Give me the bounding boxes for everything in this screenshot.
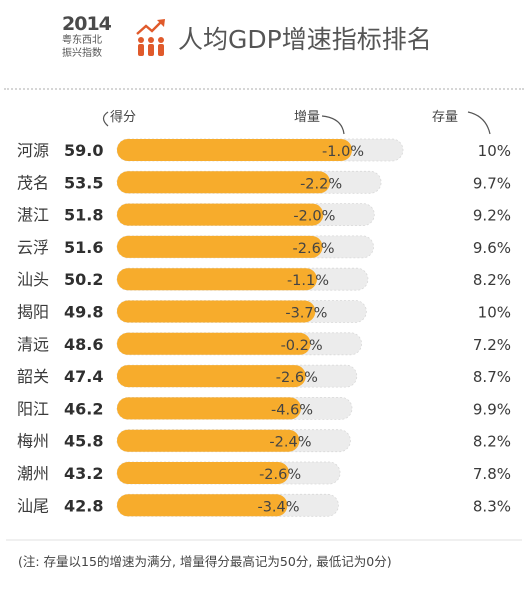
row-city-label: 揭阳 [17, 303, 49, 322]
row-score-bar [117, 365, 306, 388]
page-title: 人均GDP增速指标排名 [178, 25, 432, 54]
index-logo: 2014 粤东西北 振兴指数 [62, 14, 114, 64]
row-city-label: 茂名 [17, 173, 49, 192]
column-header-increment: 增量 [294, 110, 320, 125]
row-city-label: 汕尾 [17, 496, 49, 515]
row-score-bar [117, 397, 302, 420]
row-city-label: 清远 [17, 335, 49, 354]
score-bracket [102, 111, 109, 127]
row-city-label: 湛江 [17, 206, 49, 225]
row-score-label: 45.8 [64, 432, 103, 451]
row-score-label: 59.0 [64, 141, 103, 160]
row-score-label: 51.8 [64, 206, 103, 225]
row-stock-label: 9.6% [473, 239, 511, 257]
increment-bracket [321, 115, 345, 135]
row-increment-label: -0.2% [281, 338, 323, 354]
row-city-label: 梅州 [17, 432, 49, 451]
row-city-label: 云浮 [17, 238, 49, 257]
column-header-score: 得分 [110, 109, 136, 125]
row-stock-label: 8.2% [473, 433, 511, 451]
row-score-bar [117, 235, 323, 258]
row-score-bar [117, 268, 317, 291]
row-score-bar [117, 494, 288, 517]
logo-year: 2014 [62, 13, 112, 35]
row-score-label: 43.2 [64, 464, 103, 483]
row-increment-label: -2.0% [293, 209, 335, 225]
header-divider [4, 88, 524, 90]
row-city-label: 潮州 [17, 464, 49, 483]
row-increment-label: -2.6% [259, 467, 301, 483]
row-score-bar [117, 300, 316, 323]
row-increment-label: -4.6% [271, 402, 313, 418]
row-stock-label: 7.2% [473, 336, 511, 354]
row-score-bar [117, 332, 311, 355]
row-score-bar [117, 203, 324, 226]
logo-line-2: 振兴指数 [62, 48, 102, 59]
row-increment-label: -1.1% [287, 273, 329, 289]
row-city-label: 汕头 [17, 270, 49, 289]
row-stock-label: 8.3% [473, 497, 511, 515]
row-city-label: 韶关 [17, 367, 49, 386]
row-score-label: 46.2 [64, 399, 103, 418]
row-increment-label: -2.6% [276, 370, 318, 386]
stock-bracket [467, 111, 491, 135]
growth-people-icon [136, 19, 165, 56]
row-score-label: 42.8 [64, 496, 103, 515]
row-stock-label: 8.7% [473, 368, 511, 386]
row-stock-label: 9.9% [473, 400, 511, 418]
row-stock-label: 9.2% [473, 207, 511, 225]
row-increment-label: -2.4% [269, 435, 311, 451]
row-stock-label: 9.7% [473, 174, 511, 192]
row-increment-label: -2.6% [293, 241, 335, 257]
row-score-label: 50.2 [64, 270, 103, 289]
row-stock-label: 8.2% [473, 271, 511, 289]
row-score-label: 47.4 [64, 367, 103, 386]
row-score-bar [117, 139, 352, 161]
header: 2014 粤东西北 振兴指数 人均GDP增速指标排名 [0, 0, 528, 80]
row-city-label: 阳江 [17, 399, 49, 418]
row-score-bar [117, 171, 331, 194]
row-score-label: 51.6 [64, 238, 103, 257]
row-increment-label: -3.7% [285, 306, 327, 322]
row-score-bar [117, 429, 300, 452]
row-increment-label: -2.2% [300, 176, 342, 192]
logo-line-1: 粤东西北 [62, 35, 102, 46]
row-score-label: 48.6 [64, 335, 103, 354]
row-increment-label: -3.4% [257, 499, 299, 515]
row-stock-label: 7.8% [473, 465, 511, 483]
column-header-stock: 存量 [432, 110, 458, 125]
row-stock-label: 10% [478, 304, 511, 322]
footnote: (注: 存量以15的增速为满分, 增量得分最高记为50分, 最低记为0分) [18, 554, 392, 569]
row-stock-label: 10% [478, 142, 511, 160]
row-score-label: 53.5 [64, 173, 103, 192]
row-increment-label: -1.0% [322, 144, 364, 160]
row-score-label: 49.8 [64, 303, 103, 322]
row-city-label: 河源 [17, 141, 49, 160]
row-score-bar [117, 462, 290, 484]
